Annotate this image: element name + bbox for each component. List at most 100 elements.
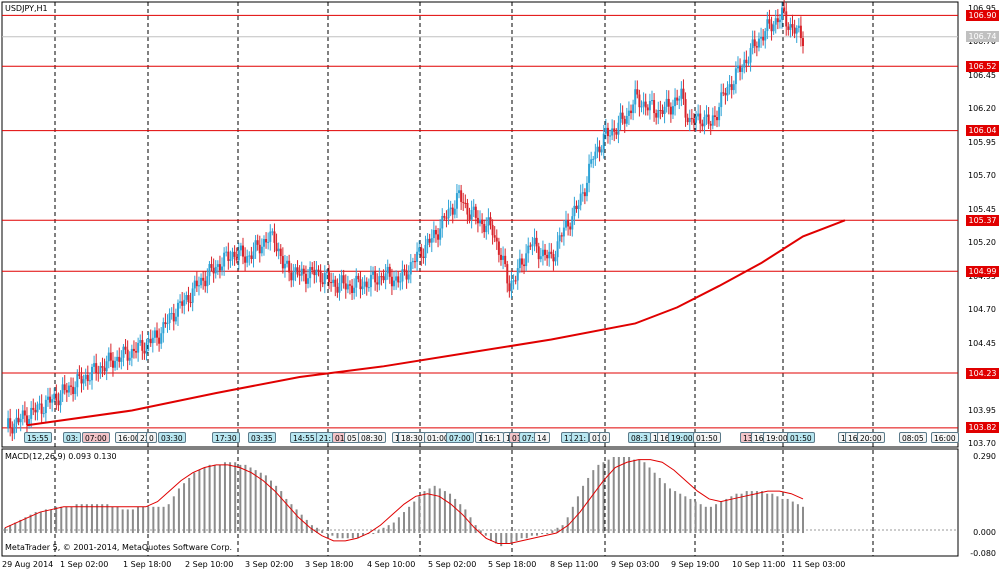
macd-bar <box>663 483 666 534</box>
event-tag[interactable]: 0 <box>146 432 157 443</box>
event-tag[interactable]: 03:30 <box>158 432 186 443</box>
event-tag[interactable]: 17:30 <box>212 432 240 443</box>
candle-body <box>799 25 802 39</box>
candle-body <box>388 266 391 277</box>
macd-bar <box>193 472 196 534</box>
macd-bar <box>766 493 769 534</box>
candle-body <box>346 284 349 290</box>
candle-body <box>86 374 89 382</box>
candle-body <box>174 316 177 322</box>
candle-body <box>49 396 52 403</box>
macd-bar <box>264 475 267 534</box>
candle-body <box>332 279 335 284</box>
candle-body <box>462 201 465 203</box>
macd-bar <box>802 506 804 534</box>
candle-body <box>51 399 54 403</box>
macd-bar <box>592 470 595 534</box>
macd-bar <box>745 491 748 534</box>
price-axis-label: 105.20 <box>968 238 996 248</box>
candle-body <box>275 242 278 252</box>
macd-bar <box>80 504 83 534</box>
candle-body <box>755 46 758 48</box>
macd-bar <box>689 498 692 534</box>
macd-bar <box>612 457 615 534</box>
candle-body <box>325 272 328 274</box>
event-tag[interactable]: 19:00 <box>668 432 696 443</box>
event-tag[interactable]: 08:30 <box>358 432 386 443</box>
candle-body <box>122 346 125 358</box>
candle-body <box>120 357 123 362</box>
event-tag[interactable]: 14:55 <box>290 432 318 443</box>
event-tag[interactable]: 18:30 <box>398 432 426 443</box>
event-tag[interactable]: 07:00 <box>82 432 110 443</box>
candle-body <box>160 333 163 344</box>
event-tag[interactable]: 15:55 <box>24 432 52 443</box>
candle-body <box>611 128 614 136</box>
candle-body <box>537 246 540 260</box>
time-axis-label: 5 Sep 18:00 <box>488 560 537 569</box>
macd-bar <box>653 472 656 534</box>
candle-body <box>15 417 18 424</box>
event-tag[interactable]: 20:00 <box>857 432 885 443</box>
candle-body <box>235 256 238 261</box>
time-axis-label: 1 Sep 02:00 <box>60 560 109 569</box>
candle-body <box>156 330 159 338</box>
candle-body <box>420 247 423 257</box>
candle-body <box>642 101 645 107</box>
candle-body <box>527 245 530 254</box>
candle-body <box>606 127 609 137</box>
candle-body <box>158 337 161 344</box>
candle-body <box>38 403 41 405</box>
candle-body <box>323 273 326 285</box>
candle-body <box>581 192 584 194</box>
event-tag[interactable]: 16:00 <box>931 432 959 443</box>
macd-bar <box>674 491 677 534</box>
candle-body <box>544 249 547 255</box>
candle-body <box>520 258 523 265</box>
candle-body <box>663 106 666 115</box>
candle-body <box>302 268 305 274</box>
level-price-box: 106.52 <box>966 60 999 72</box>
macd-bar <box>484 533 487 536</box>
macd-bar <box>305 519 308 534</box>
event-tag[interactable]: 01:50 <box>693 432 721 443</box>
event-tag[interactable]: 21: <box>571 432 590 443</box>
macd-bar <box>362 533 365 536</box>
candle-body <box>487 217 490 226</box>
candle-body <box>709 123 712 126</box>
time-axis-label: 11 Sep 03:00 <box>792 560 846 569</box>
event-tag[interactable]: 14 <box>534 432 550 443</box>
macd-bar <box>131 509 134 534</box>
macd-bar <box>285 498 288 534</box>
time-axis-label: 2 Sep 10:00 <box>185 560 234 569</box>
candle-body <box>70 385 73 387</box>
candle-body <box>474 206 477 218</box>
candle-body <box>434 229 437 235</box>
current-price-box: 106.74 <box>966 31 999 43</box>
candle-body <box>143 350 146 354</box>
candle-body <box>753 39 756 47</box>
event-tag[interactable]: 03:35 <box>248 432 276 443</box>
candle-body <box>736 65 739 69</box>
event-tag[interactable]: 07:00 <box>446 432 474 443</box>
candle-body <box>525 253 528 267</box>
event-tag[interactable]: 03: <box>63 432 82 443</box>
candle-body <box>533 237 536 245</box>
candle-body <box>623 118 626 124</box>
candle-body <box>369 274 372 288</box>
macd-bar <box>213 464 216 534</box>
candle-body <box>495 237 498 242</box>
candle-body <box>30 407 33 419</box>
event-tag[interactable]: 08:3 <box>628 432 651 443</box>
event-tag[interactable]: 0 <box>599 432 610 443</box>
candle-body <box>179 301 182 303</box>
event-tag[interactable]: 01:50 <box>787 432 815 443</box>
macd-bar <box>50 509 53 534</box>
macd-bar <box>137 506 139 534</box>
event-tag[interactable]: 08:05 <box>899 432 927 443</box>
time-axis-label: 3 Sep 18:00 <box>305 560 354 569</box>
candle-body <box>697 113 700 117</box>
macd-bar <box>9 525 12 534</box>
event-tag[interactable]: 16:1 <box>481 432 504 443</box>
candle-body <box>311 267 314 270</box>
